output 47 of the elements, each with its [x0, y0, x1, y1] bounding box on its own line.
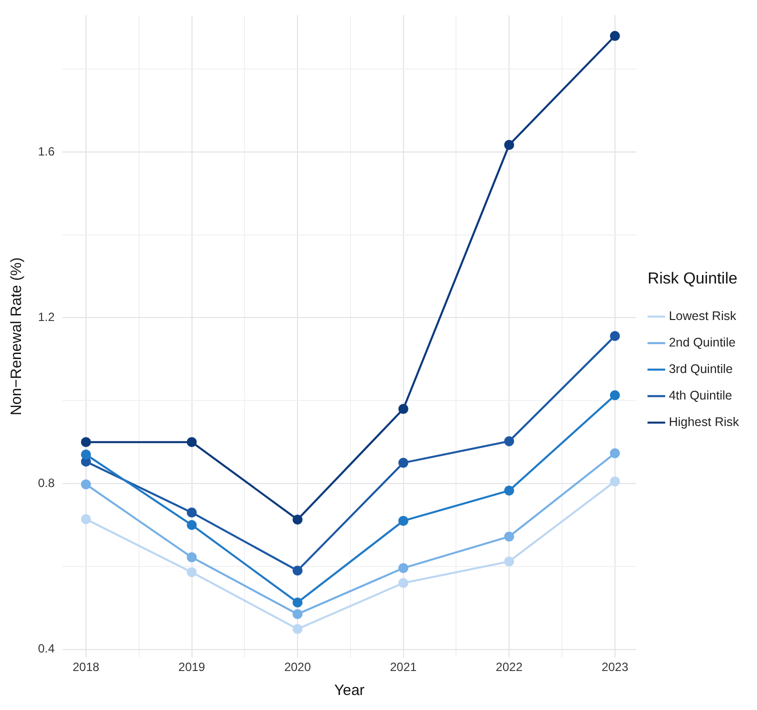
legend-label: 3rd Quintile: [668, 362, 733, 376]
point: [398, 404, 408, 414]
point: [504, 436, 514, 446]
y-tick-label: 1.6: [38, 144, 55, 158]
x-tick-label: 2023: [602, 660, 629, 674]
point: [80, 514, 91, 524]
point: [80, 437, 91, 448]
x-tick-label: 2020: [284, 660, 312, 674]
x-tick-label: 2022: [496, 660, 523, 674]
point: [398, 516, 408, 526]
x-tick-label: 2019: [178, 660, 206, 674]
point: [504, 556, 514, 566]
point: [186, 437, 197, 448]
point: [504, 140, 514, 150]
point: [292, 566, 303, 576]
point: [610, 30, 620, 41]
point: [398, 458, 408, 468]
point: [186, 508, 197, 518]
x-tick-label: 2018: [72, 660, 100, 674]
point: [292, 597, 303, 608]
point: [398, 563, 408, 574]
legend-label: Lowest Risk: [668, 309, 737, 324]
y-tick-label: 1.2: [38, 310, 55, 324]
legend-label: 2nd Quintile: [668, 336, 736, 350]
point: [186, 520, 197, 530]
legend-label: Highest Risk: [668, 415, 740, 430]
point: [504, 486, 514, 496]
legend-title: Risk Quintile: [648, 270, 738, 288]
y-axis-title: Non−Renewal Rate (%): [8, 257, 26, 416]
y-tick-label: 0.4: [38, 642, 55, 656]
point: [80, 479, 91, 490]
legend-label: 4th Quintile: [668, 388, 732, 403]
point: [292, 609, 303, 620]
point: [610, 476, 620, 486]
point: [610, 330, 620, 341]
point: [186, 552, 197, 562]
point: [398, 578, 408, 588]
x-axis-title: Year: [334, 682, 365, 700]
point: [292, 624, 303, 634]
x-tick-label: 2021: [390, 660, 418, 674]
point: [610, 448, 620, 458]
point: [80, 450, 91, 460]
y-tick-label: 0.8: [38, 476, 55, 490]
point: [186, 567, 197, 578]
point: [292, 514, 303, 525]
point: [610, 390, 620, 400]
point: [504, 532, 514, 542]
